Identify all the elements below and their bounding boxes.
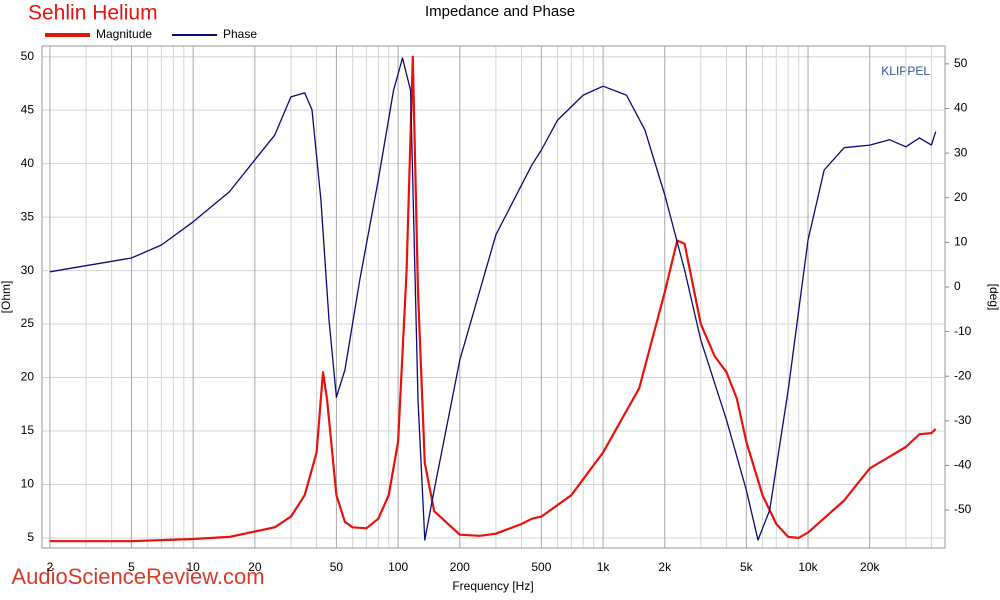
x-axis-label: Frequency [Hz]	[452, 579, 533, 593]
y-tick-label: 25	[21, 316, 35, 330]
y-tick-label: 20	[21, 370, 35, 384]
y2-tick-label: 50	[954, 56, 968, 70]
chart-title: Impedance and Phase	[425, 3, 575, 20]
watermark: AudioScienceReview.com	[11, 564, 264, 589]
y-tick-label: 35	[21, 209, 35, 223]
y2-tick-label: -30	[954, 413, 972, 427]
x-tick-label: 20	[248, 560, 262, 574]
x-tick-label: 10	[186, 560, 200, 574]
y2-tick-label: -10	[954, 324, 972, 338]
y-tick-label: 5	[27, 530, 34, 544]
x-tick-label: 2	[47, 560, 54, 574]
x-tick-label: 20k	[860, 560, 880, 574]
y2-tick-label: -50	[954, 502, 972, 516]
y2-tick-label: 40	[954, 101, 968, 115]
y2-tick-label: 30	[954, 145, 968, 159]
x-tick-label: 10k	[798, 560, 818, 574]
y2-tick-label: 10	[954, 235, 968, 249]
y-axis-label: [Ohm]	[0, 281, 13, 314]
y2-tick-label: 0	[954, 279, 961, 293]
legend-label: Magnitude	[96, 27, 152, 41]
x-tick-label: 1k	[597, 560, 611, 574]
y2-tick-label: -40	[954, 458, 972, 472]
x-tick-label: 500	[531, 560, 551, 574]
y-tick-label: 30	[21, 263, 35, 277]
x-tick-label: 200	[450, 560, 470, 574]
x-tick-label: 50	[330, 560, 344, 574]
x-tick-label: 5k	[740, 560, 754, 574]
y-tick-label: 50	[21, 49, 35, 63]
y2-tick-label: 20	[954, 190, 968, 204]
y2-tick-label: -20	[954, 368, 972, 382]
x-tick-label: 5	[128, 560, 135, 574]
series-line	[49, 55, 937, 543]
x-tick-label: 2k	[658, 560, 672, 574]
y-tick-label: 10	[21, 477, 35, 491]
product-name: Sehlin Helium	[28, 2, 158, 25]
y-tick-label: 15	[21, 423, 35, 437]
y-tick-label: 40	[21, 156, 35, 170]
y2-axis-label: [deg]	[987, 284, 1000, 311]
series-line	[49, 57, 937, 541]
x-tick-label: 100	[388, 560, 408, 574]
legend-label: Phase	[223, 27, 257, 41]
y-tick-label: 45	[21, 102, 35, 116]
plot-frame	[41, 45, 946, 549]
